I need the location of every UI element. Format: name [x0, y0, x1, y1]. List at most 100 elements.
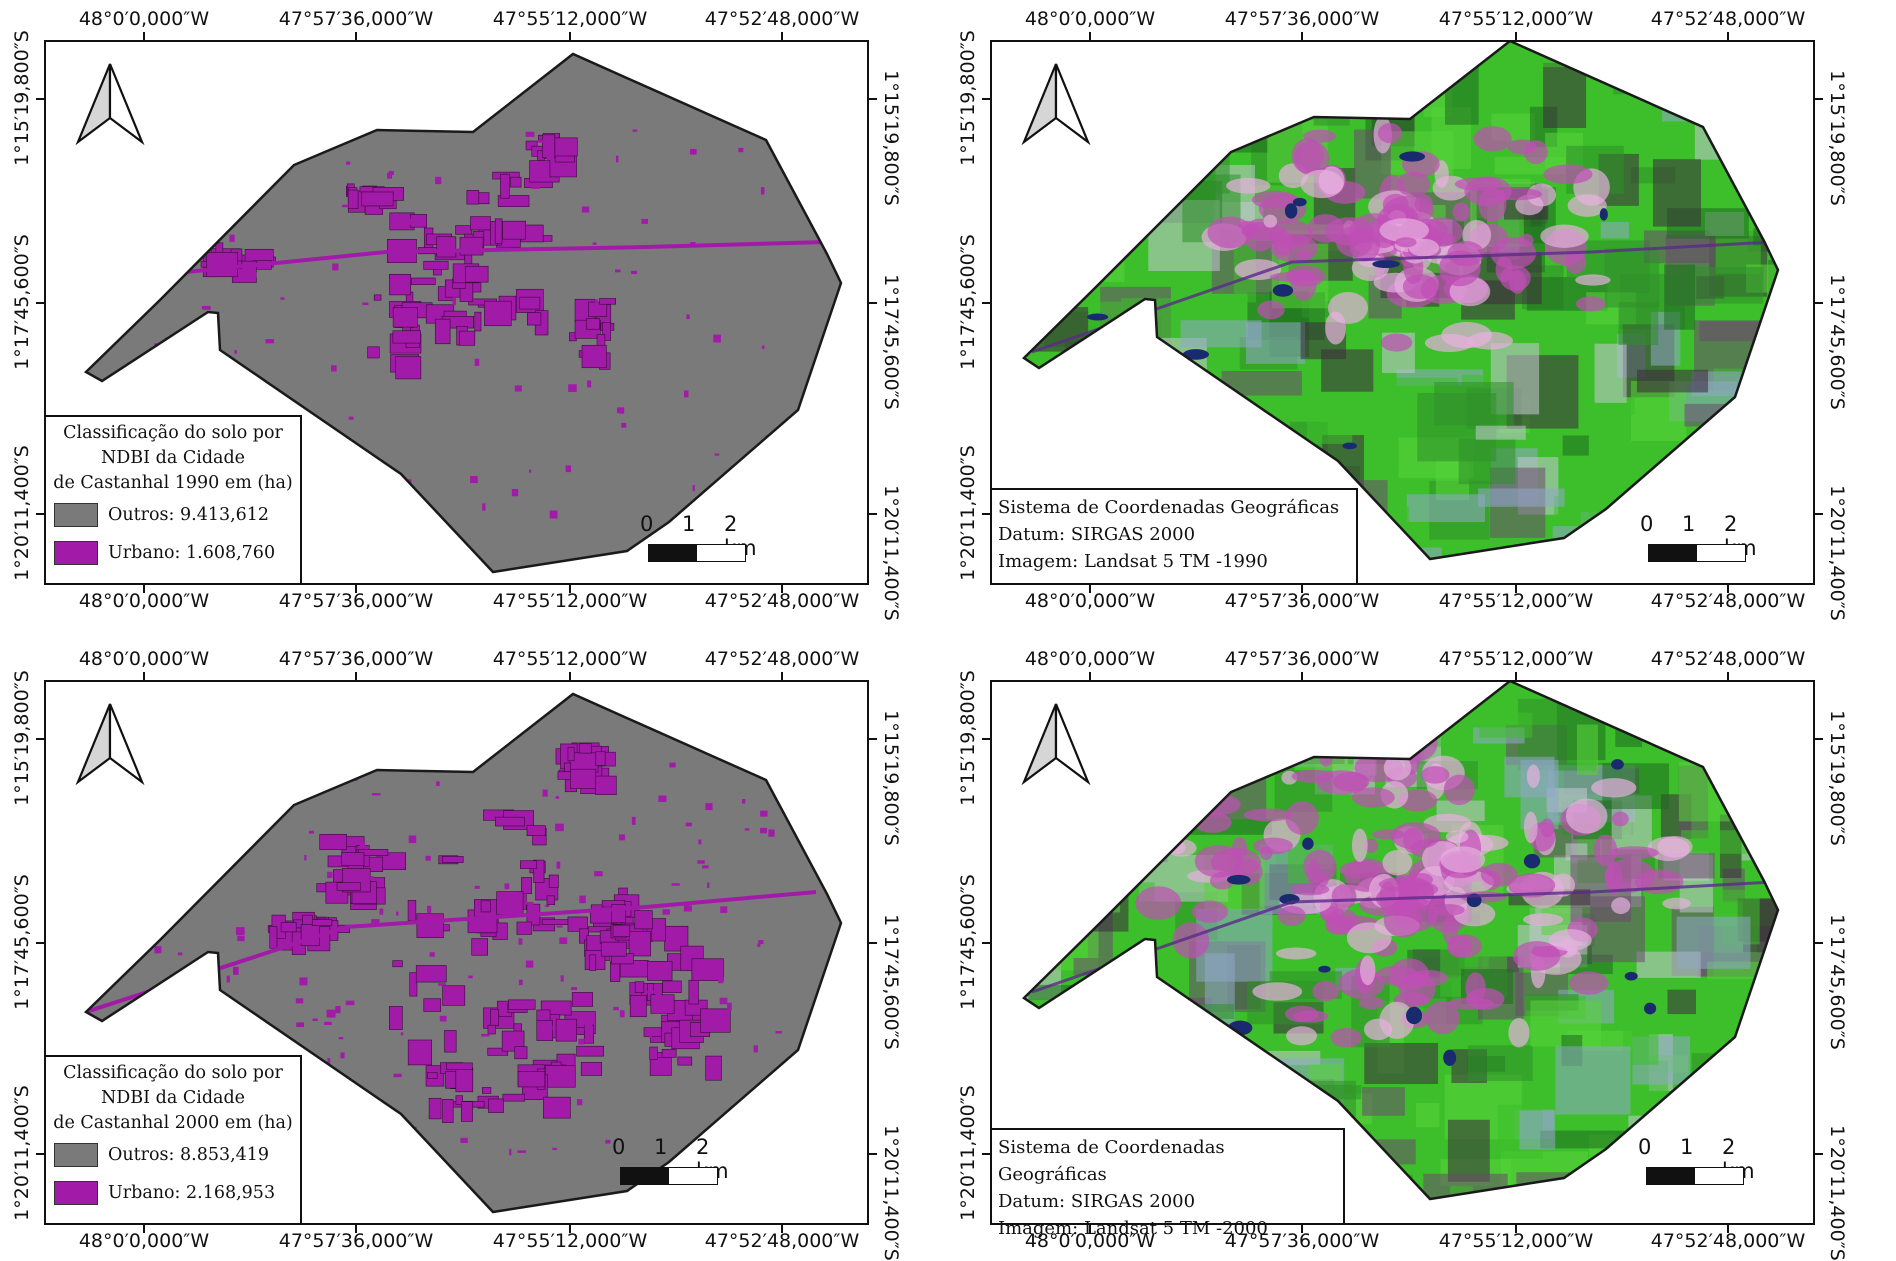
image-texture — [1740, 751, 1815, 768]
image-texture — [1608, 1201, 1658, 1225]
reference-info-line: Sistema de Coordenadas Geográficas — [998, 1134, 1337, 1188]
urbano-patch — [510, 177, 521, 187]
urban-area-pixel — [1285, 801, 1318, 835]
urbano-speck — [571, 987, 577, 990]
urban-area-pixel — [1524, 811, 1538, 843]
urbano-speck — [229, 235, 234, 242]
image-texture — [1163, 706, 1184, 745]
urbano-speck — [722, 505, 727, 510]
image-texture — [1143, 763, 1210, 821]
urbano-speck — [399, 1137, 406, 1145]
urbano-speck — [517, 1150, 526, 1152]
image-texture — [1065, 796, 1102, 841]
latitude-label-right: 1°20′11,400″S — [880, 1125, 902, 1261]
longitude-label-top: 47°52′48,000″W — [1651, 8, 1806, 30]
urbano-patch — [581, 1062, 602, 1075]
urbano-patch — [488, 1025, 495, 1034]
urbano-speck — [436, 781, 440, 786]
urbano-speck — [616, 156, 618, 163]
scale-label: 1 — [682, 512, 695, 536]
urbano-patch — [467, 190, 479, 204]
scale-label: 0 — [612, 1135, 625, 1159]
water-body — [1285, 203, 1297, 218]
urbano-patch — [701, 1009, 731, 1032]
urbano-patch — [527, 313, 541, 325]
urbano-speck — [557, 925, 563, 927]
image-texture — [1108, 810, 1134, 832]
image-texture — [1423, 1174, 1507, 1225]
image-texture — [1191, 1018, 1221, 1087]
frame-tick — [569, 1225, 571, 1233]
image-texture — [1811, 389, 1815, 424]
image-texture — [1780, 935, 1815, 982]
urbano-patch — [442, 856, 463, 862]
water-body — [1293, 198, 1307, 206]
urban-area-pixel — [1301, 170, 1344, 198]
image-texture — [1717, 75, 1754, 125]
urbano-patch — [600, 299, 616, 305]
longitude-label-bottom: 47°52′48,000″W — [1651, 1230, 1806, 1252]
urbano-speck — [684, 390, 688, 397]
reference-info-line: Sistema de Coordenadas Geográficas — [998, 494, 1350, 521]
image-texture — [1043, 450, 1082, 478]
urbano-patch — [389, 1006, 402, 1029]
latitude-label-right: 1°17′45,600″S — [880, 914, 902, 1050]
longitude-label-top: 47°52′48,000″W — [705, 8, 860, 30]
image-texture — [1393, 691, 1420, 723]
urbano-speck — [435, 177, 441, 184]
urbano-patch — [374, 295, 381, 300]
urban-area-pixel — [1611, 897, 1630, 914]
urban-area-pixel — [1575, 274, 1610, 285]
scale-bar-graphic — [620, 1167, 718, 1185]
image-texture — [1699, 104, 1737, 126]
urbano-speck — [641, 219, 648, 224]
image-texture — [1033, 784, 1073, 812]
urban-area-pixel — [1576, 296, 1606, 311]
urbano-speck — [529, 470, 531, 473]
image-texture — [1098, 694, 1168, 738]
longitude-label-top: 48°0′0,000″W — [1025, 648, 1155, 670]
urbano-patch — [556, 1019, 577, 1041]
frame-tick — [1815, 1153, 1823, 1155]
urban-area-pixel — [1466, 988, 1505, 1010]
scale-labels: 012 km — [1640, 512, 1750, 538]
frame-tick — [781, 672, 783, 680]
image-texture — [1807, 1143, 1815, 1182]
urban-area-pixel — [1566, 798, 1608, 833]
image-texture — [1759, 796, 1785, 826]
image-texture — [1537, 1191, 1584, 1225]
urbano-speck — [482, 503, 485, 510]
legend-label: Urbano: 2.168,953 — [108, 1183, 275, 1203]
image-texture — [1080, 1052, 1134, 1077]
urbano-patch — [456, 226, 472, 235]
urbano-patch — [582, 345, 606, 367]
urbano-speck — [169, 863, 171, 869]
urbano-patch — [520, 861, 536, 869]
urban-area-pixel — [1286, 1026, 1317, 1045]
image-texture — [1711, 101, 1789, 122]
urbano-patch — [549, 875, 558, 888]
reference-info-line: Datum: SIRGAS 2000 — [998, 521, 1350, 548]
frame-tick — [355, 585, 357, 593]
urbano-speck — [241, 794, 245, 800]
urbano-patch — [547, 896, 555, 905]
image-texture — [1119, 1022, 1204, 1093]
image-texture — [1776, 105, 1815, 148]
image-texture — [1116, 406, 1146, 457]
urbano-patch — [362, 192, 393, 206]
urbano-speck — [519, 980, 523, 985]
image-texture — [1760, 538, 1815, 553]
water-body — [1318, 966, 1330, 973]
urbano-speck — [346, 161, 350, 164]
water-body — [1197, 439, 1218, 453]
latitude-label-right: 1°20′11,400″S — [1826, 485, 1848, 621]
urbano-speck — [546, 155, 554, 160]
frame-tick — [355, 1225, 357, 1233]
urbano-patch — [500, 174, 509, 198]
frame-tick — [781, 32, 783, 40]
